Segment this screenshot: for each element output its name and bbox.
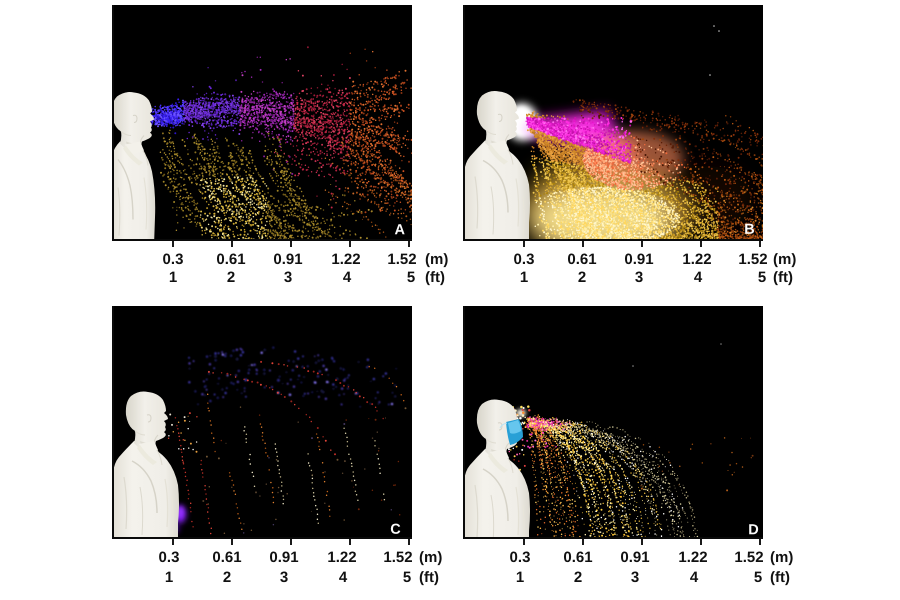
svg-text:B: B bbox=[744, 222, 754, 238]
svg-text:D: D bbox=[748, 522, 758, 538]
svg-text:A: A bbox=[394, 222, 405, 238]
svg-text:C: C bbox=[390, 522, 401, 538]
